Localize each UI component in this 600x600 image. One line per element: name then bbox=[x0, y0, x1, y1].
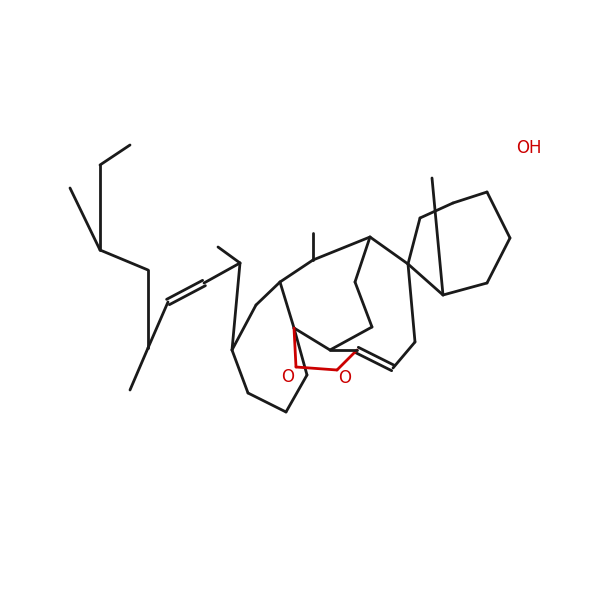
Text: OH: OH bbox=[516, 139, 542, 157]
Text: O: O bbox=[281, 368, 295, 386]
Text: O: O bbox=[338, 369, 352, 387]
